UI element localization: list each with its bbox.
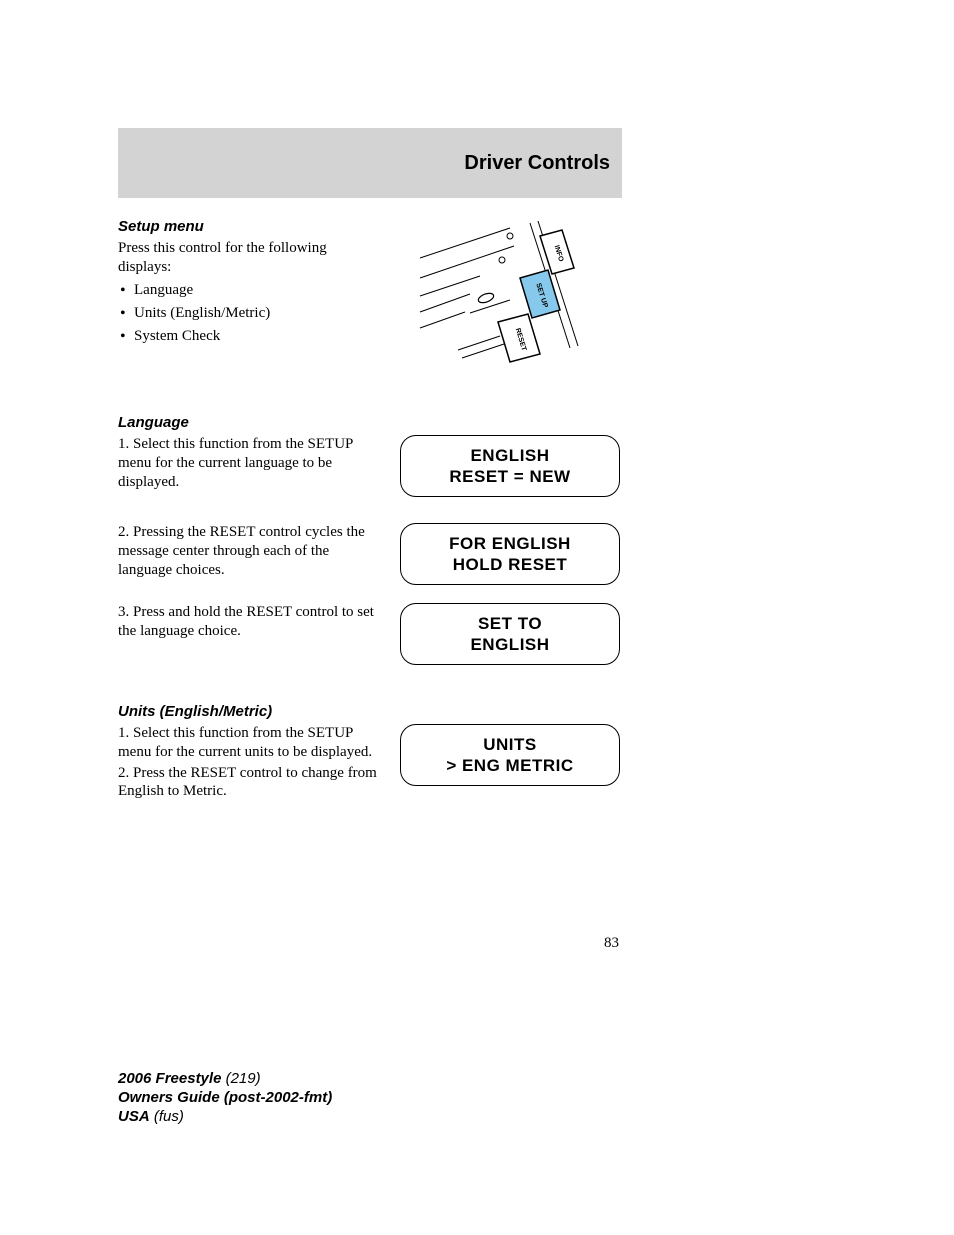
footer-line1: 2006 Freestyle (219) <box>118 1070 332 1089</box>
setup-button: SET UP <box>520 270 560 318</box>
list-item: Language <box>134 279 378 302</box>
display-line: > ENG METRIC <box>446 755 573 776</box>
footer-guide: Owners Guide (post-2002-fmt) <box>118 1089 332 1108</box>
display-set-to-english: SET TO ENGLISH <box>400 603 620 665</box>
display-line: HOLD RESET <box>453 554 568 575</box>
units-heading: Units (English/Metric) <box>118 703 622 720</box>
language-step2-row: 2. Pressing the RESET control cycles the… <box>118 523 622 585</box>
setup-menu-intro: Press this control for the following dis… <box>118 239 378 277</box>
language-step1-row: 1. Select this function from the SETUP m… <box>118 435 622 497</box>
page-content: Setup menu Press this control for the fo… <box>118 218 622 803</box>
setup-menu-list: Language Units (English/Metric) System C… <box>118 279 378 349</box>
list-item: Units (English/Metric) <box>134 302 378 325</box>
header-bar: Driver Controls <box>118 128 622 198</box>
setup-menu-text: Setup menu Press this control for the fo… <box>118 218 378 348</box>
info-button: INFO <box>540 230 574 274</box>
display-units: UNITS > ENG METRIC <box>400 724 620 786</box>
console-illustration: INFO SET UP RESET <box>398 218 622 388</box>
language-step3-row: 3. Press and hold the RESET control to s… <box>118 603 622 665</box>
language-step3: 3. Press and hold the RESET control to s… <box>118 603 378 641</box>
display-for-english: FOR ENGLISH HOLD RESET <box>400 523 620 585</box>
footer-region-code: (fus) <box>154 1108 184 1125</box>
display-line: SET TO <box>478 613 542 634</box>
display-line: UNITS <box>483 734 537 755</box>
footer-model-code: (219) <box>226 1070 261 1087</box>
reset-button: RESET <box>498 314 540 362</box>
footer-line3: USA (fus) <box>118 1108 332 1127</box>
list-item: System Check <box>134 325 378 348</box>
display-line: FOR ENGLISH <box>449 533 571 554</box>
display-line: ENGLISH <box>470 445 549 466</box>
display-line: ENGLISH <box>470 634 549 655</box>
units-row: 1. Select this function from the SETUP m… <box>118 724 622 803</box>
display-line: RESET = NEW <box>449 466 570 487</box>
footer-model: 2006 Freestyle <box>118 1070 221 1087</box>
setup-menu-heading: Setup menu <box>118 218 378 235</box>
display-english-reset: ENGLISH RESET = NEW <box>400 435 620 497</box>
language-heading: Language <box>118 414 622 431</box>
footer: 2006 Freestyle (219) Owners Guide (post-… <box>118 1070 332 1126</box>
units-step2: 2. Press the RESET control to change fro… <box>118 764 378 802</box>
console-svg: INFO SET UP RESET <box>410 218 610 388</box>
units-step1: 1. Select this function from the SETUP m… <box>118 724 378 762</box>
language-step1: 1. Select this function from the SETUP m… <box>118 435 378 491</box>
footer-region: USA <box>118 1108 150 1125</box>
language-step2: 2. Pressing the RESET control cycles the… <box>118 523 378 579</box>
header-title: Driver Controls <box>464 152 610 175</box>
setup-menu-row: Setup menu Press this control for the fo… <box>118 218 622 388</box>
page-number: 83 <box>604 935 619 952</box>
